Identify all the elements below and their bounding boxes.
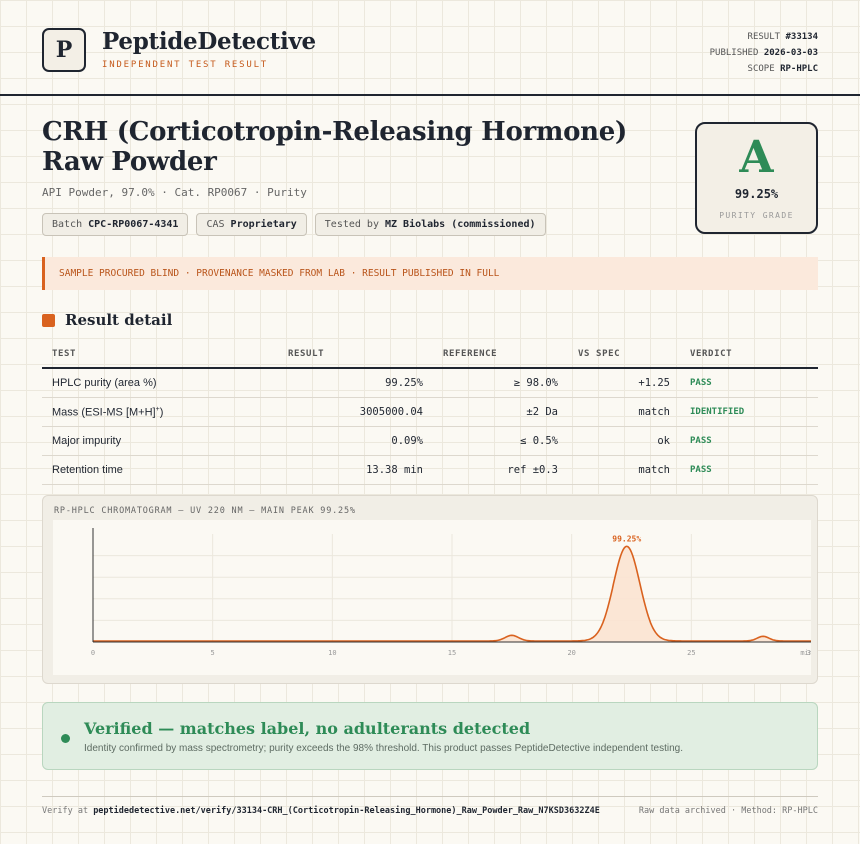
footer-divider [42, 796, 818, 797]
verify-link[interactable]: peptidedetective.net/verify/33134-CRH_(C… [93, 806, 600, 816]
x-tick-label: 20 [567, 649, 575, 657]
published-label: PUBLISHED [709, 48, 759, 58]
table-row: Mass (ESI-MS [M+H]+) 3005000.04 ±2 Da ma… [42, 397, 818, 427]
test-name: HPLC purity (area %) [42, 368, 278, 398]
verdict-badge: PASS [680, 426, 818, 456]
chromatogram-trace [93, 545, 811, 642]
verify-label: Verify at [42, 806, 89, 816]
section-marker-icon [42, 313, 55, 327]
reference-cell: ±2 Da [433, 397, 568, 427]
blind-sample-banner: SAMPLE PROCURED BLIND · PROVENANCE MASKE… [42, 257, 818, 290]
footer-method: Raw data archived · Method: RP-HPLC [638, 806, 818, 816]
scope-label: SCOPE [747, 64, 775, 74]
reference-cell: ≤ 0.5% [433, 426, 568, 456]
product-chips: Batch CPC-RP0067-4341 CAS Proprietary Te… [42, 213, 546, 236]
batch-value: CPC-RP0067-4341 [88, 219, 179, 230]
tested-label: Tested by [324, 219, 379, 230]
published-value: 2026-03-03 [763, 48, 818, 58]
batch-label: Batch [52, 219, 83, 230]
verified-title: Verified — matches label, no adulterants… [84, 719, 531, 738]
chromatogram-chart: 0 5 10 15 20 25 30min 99.25% [53, 520, 811, 675]
test-name-sup: + [155, 405, 160, 413]
test-name-end: ) [159, 406, 164, 419]
test-name: Mass (ESI-MS [M+H]+) [42, 397, 278, 427]
tested-by-chip: Tested by MZ Biolabs (commissioned) [314, 213, 546, 236]
vs-spec-cell: ok [568, 426, 680, 456]
test-name: Major impurity [42, 426, 278, 456]
brand-name: PeptideDetective [102, 28, 316, 55]
verified-text: Identity confirmed by mass spectrometry;… [84, 743, 684, 754]
brand-tagline: INDEPENDENT TEST RESULT [102, 60, 269, 70]
result-cell: 3005000.04 [278, 397, 433, 427]
verdict-badge: PASS [680, 455, 818, 485]
grade-value: 99.25% [734, 187, 779, 201]
vs-spec-cell: match [568, 455, 680, 485]
table-row: Retention time 13.38 min ref ±0.3 match … [42, 455, 818, 485]
cas-label: CAS [206, 219, 225, 230]
table-header-row: TEST RESULT REFERENCE VS SPEC VERDICT [42, 340, 818, 369]
scope: SCOPE RP-HPLC [710, 61, 818, 77]
verdict-badge: PASS [680, 368, 818, 398]
col-reference: REFERENCE [433, 340, 568, 369]
verified-panel: Verified — matches label, no adulterants… [42, 702, 818, 770]
published-date: PUBLISHED 2026-03-03 [710, 45, 818, 61]
result-label: RESULT [747, 32, 781, 42]
reference-cell: ≥ 98.0% [433, 368, 568, 398]
col-vs-spec: VS SPEC [568, 340, 680, 369]
chromatogram-card: RP-HPLC CHROMATOGRAM — UV 220 NM — MAIN … [42, 495, 818, 684]
grade-label: PURITY GRADE [719, 211, 794, 220]
header: P PeptideDetective INDEPENDENT TEST RESU… [0, 0, 860, 96]
result-table: TEST RESULT REFERENCE VS SPEC VERDICT HP… [42, 340, 818, 485]
footer-verify: Verify at peptidedetective.net/verify/33… [42, 806, 600, 816]
verdict-badge: IDENTIFIED [680, 397, 818, 427]
result-detail-heading: Result detail [42, 311, 172, 329]
logo-icon: P [42, 28, 86, 72]
plot-background [53, 520, 811, 675]
x-tick-label: 0 [91, 649, 95, 657]
purity-grade-card: A 99.25% PURITY GRADE [695, 122, 818, 234]
table-row: HPLC purity (area %) 99.25% ≥ 98.0% +1.2… [42, 368, 818, 398]
col-result: RESULT [278, 340, 433, 369]
col-verdict: VERDICT [680, 340, 818, 369]
x-unit-label: min [800, 649, 811, 657]
result-cell: 13.38 min [278, 455, 433, 485]
x-tick-label: 15 [448, 649, 456, 657]
cas-value: Proprietary [230, 219, 297, 230]
x-tick-label: 25 [687, 649, 695, 657]
result-cell: 0.09% [278, 426, 433, 456]
test-name-text: Mass (ESI-MS [M+H] [52, 406, 156, 419]
product-title: CRH (Corticotropin-Releasing Hormone) Ra… [42, 117, 627, 177]
test-name: Retention time [42, 455, 278, 485]
reference-cell: ref ±0.3 [433, 455, 568, 485]
tested-value: MZ Biolabs (commissioned) [385, 219, 536, 230]
result-value: #33134 [785, 32, 818, 42]
x-tick-label: 10 [328, 649, 336, 657]
scope-value: RP-HPLC [780, 64, 818, 74]
x-tick-label: 5 [211, 649, 215, 657]
peak-fill-area [93, 546, 811, 642]
batch-chip: Batch CPC-RP0067-4341 [42, 213, 189, 236]
vs-spec-cell: match [568, 397, 680, 427]
x-tick-label: 30 [807, 649, 811, 657]
grade-letter: A [739, 132, 774, 183]
vs-spec-cell: +1.25 [568, 368, 680, 398]
peak-annotation-label: 99.25% [612, 534, 641, 543]
table-row: Major impurity 0.09% ≤ 0.5% ok PASS [42, 426, 818, 456]
result-id: RESULT #33134 [710, 29, 818, 45]
chart-title: RP-HPLC CHROMATOGRAM — UV 220 NM — MAIN … [54, 506, 356, 516]
product-subtitle: API Powder, 97.0% · Cat. RP0067 · Purity [42, 186, 307, 199]
section-title: Result detail [65, 311, 173, 329]
cas-chip: CAS Proprietary [196, 213, 307, 236]
verified-dot-icon [61, 734, 70, 743]
result-meta: RESULT #33134 PUBLISHED 2026-03-03 SCOPE… [710, 29, 818, 77]
result-cell: 99.25% [278, 368, 433, 398]
col-test: TEST [42, 340, 278, 369]
